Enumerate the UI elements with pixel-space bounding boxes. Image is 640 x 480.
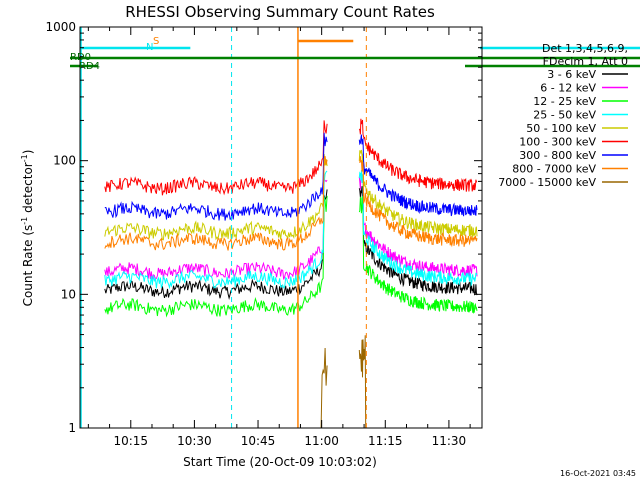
y-label-mid: detector — [21, 162, 35, 217]
y-tick-label-0: 1 — [68, 421, 76, 435]
series-line-6-seg1 — [358, 134, 478, 217]
y-tick-label-1: 10 — [61, 287, 76, 301]
legend-label-1: 6 - 12 keV — [540, 82, 596, 95]
legend-label-4: 50 - 100 keV — [526, 122, 596, 135]
legend-header-line1: Det 1,3,4,5,6,9, — [542, 42, 628, 55]
x-tick-label-5: 11:30 — [432, 434, 467, 448]
series-line-7-seg0 — [104, 156, 328, 251]
series-line-5-seg1 — [358, 118, 478, 192]
series-line-7-seg1 — [359, 156, 478, 248]
y-label-main: Count Rate (s — [21, 225, 35, 307]
x-tick-label-3: 11:00 — [304, 434, 339, 448]
y-axis-label: Count Rate (s-1 detector-1) — [20, 150, 35, 307]
series-line-2-seg1 — [358, 196, 478, 314]
legend-label-2: 12 - 25 keV — [533, 95, 596, 108]
x-tick-label-1: 10:30 — [177, 434, 212, 448]
series-line-3-seg1 — [358, 170, 478, 288]
series-line-1-seg0 — [104, 177, 328, 281]
n-flag-label: N — [146, 42, 153, 53]
x-tick-label-0: 10:15 — [113, 434, 148, 448]
axes: 1 10 100 1000 10:15 10:30 10:45 11:00 11:15 11:30 — [45, 20, 483, 448]
series-line-2-seg0 — [104, 195, 328, 318]
legend-label-3: 25 - 50 keV — [533, 109, 596, 122]
series-line-5-seg0 — [104, 120, 328, 196]
legend-label-8: 7000 - 15000 keV — [498, 176, 596, 189]
series-line-6-seg0 — [104, 132, 328, 221]
x-tick-label-4: 11:15 — [368, 434, 403, 448]
timestamp: 16-Oct-2021 03:45 — [560, 469, 636, 478]
legend-label-7: 800 - 7000 keV — [512, 163, 596, 176]
flag-lines — [70, 27, 640, 428]
chart-title: RHESSI Observing Summary Count Rates — [125, 3, 435, 21]
legend-label-5: 100 - 300 keV — [519, 136, 596, 149]
series-line-4-seg1 — [358, 149, 478, 239]
series-line-3-seg0 — [104, 170, 328, 290]
y-tick-label-3: 1000 — [45, 20, 76, 34]
rd0-flag-label: RD0 — [70, 52, 91, 63]
y-label-end: ) — [21, 150, 35, 155]
y-tick-label-2: 100 — [53, 154, 76, 168]
legend-label-0: 3 - 6 keV — [547, 68, 596, 81]
s-flag-label: S — [153, 36, 159, 47]
x-tick-label-2: 10:45 — [241, 434, 276, 448]
legend-header-line2: FDecim 1, Att 0 — [543, 55, 628, 68]
series-line-0-seg0 — [104, 189, 328, 300]
y-label-sup1: -1 — [20, 217, 29, 225]
y-label-sup2: -1 — [20, 154, 29, 162]
plot-frame — [79, 26, 483, 429]
x-axis-label: Start Time (20-Oct-09 10:03:02) — [183, 455, 377, 469]
legend-label-6: 300 - 800 keV — [519, 149, 596, 162]
series-line-0-seg1 — [358, 186, 478, 296]
rd4-flag-label: RD4 — [79, 61, 100, 72]
series-line-4-seg0 — [104, 153, 328, 241]
